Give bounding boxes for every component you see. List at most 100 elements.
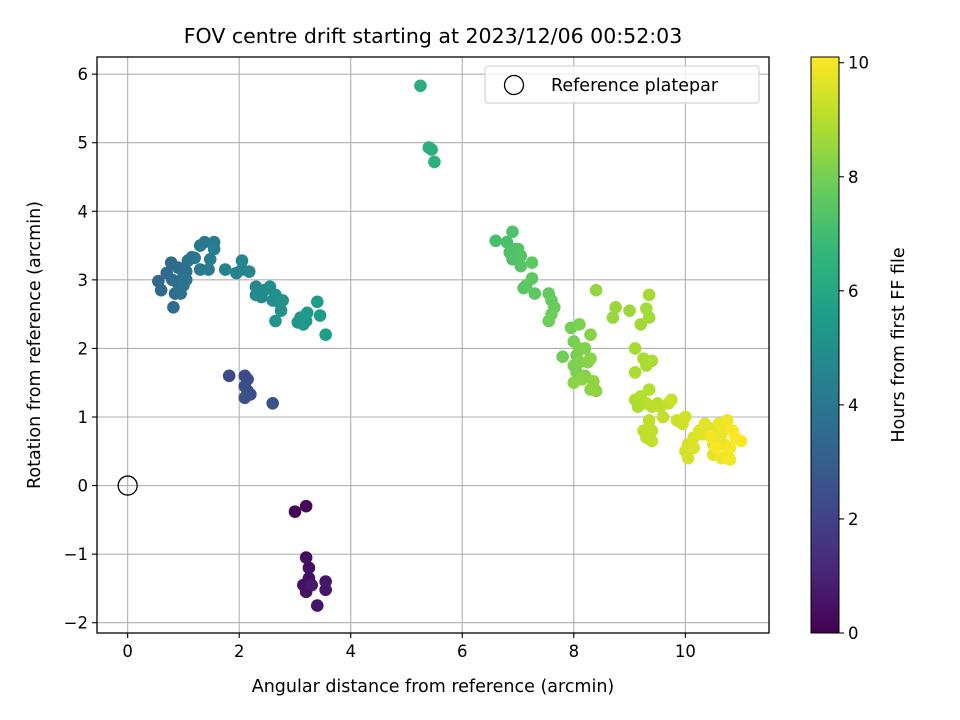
data-point <box>276 294 290 307</box>
colorbar-tick-label: 0 <box>848 624 859 643</box>
data-point <box>679 410 692 424</box>
x-tick-label: 10 <box>675 642 696 661</box>
x-axis-label: Angular distance from reference (arcmin) <box>252 677 615 697</box>
colorbar-tick-label: 10 <box>848 54 869 73</box>
x-axis-ticks: 0 2 4 6 8 10 <box>122 633 696 661</box>
data-point <box>202 263 215 276</box>
legend-label: Reference platepar <box>551 76 719 96</box>
data-point <box>313 309 327 322</box>
data-point <box>723 441 737 455</box>
y-tick-label: 3 <box>78 271 89 290</box>
colorbar-tick-label: 2 <box>848 510 859 529</box>
data-point <box>584 328 597 342</box>
x-tick-label: 0 <box>122 642 133 661</box>
data-point <box>203 252 217 266</box>
data-point <box>642 288 656 302</box>
data-point <box>556 350 569 363</box>
data-point <box>723 453 737 466</box>
data-point <box>587 375 600 388</box>
y-axis-ticks: −2 −1 0 1 2 3 4 5 6 <box>64 65 97 633</box>
data-point <box>642 311 656 324</box>
y-tick-label: 2 <box>78 339 89 358</box>
data-point <box>179 273 193 287</box>
data-point <box>642 414 656 427</box>
data-point <box>269 314 282 328</box>
data-point <box>528 287 542 300</box>
colorbar-tick-label: 4 <box>848 396 859 415</box>
y-tick-label: 0 <box>78 477 89 496</box>
colorbar-label: Hours from first FF file <box>889 247 909 442</box>
data-point <box>319 328 332 342</box>
data-point <box>218 263 232 276</box>
y-axis-label: Rotation from reference (arcmin) <box>25 201 45 489</box>
colorbar-tick-label: 8 <box>848 168 859 187</box>
data-point <box>198 235 211 249</box>
data-point <box>428 155 441 169</box>
data-point <box>299 551 313 564</box>
data-point <box>167 300 180 314</box>
data-point <box>704 429 717 443</box>
data-point <box>656 410 670 424</box>
plot-frame <box>96 56 770 634</box>
data-point <box>188 251 201 265</box>
data-point <box>606 311 620 324</box>
data-point <box>514 249 528 263</box>
data-point <box>609 300 622 314</box>
data-point <box>628 366 642 379</box>
data-point <box>642 383 656 396</box>
x-tick-label: 6 <box>457 642 468 661</box>
data-point <box>242 265 256 278</box>
data-point <box>514 259 528 273</box>
x-tick-label: 2 <box>234 642 245 661</box>
data-point <box>300 306 314 320</box>
x-tick-label: 4 <box>345 642 356 661</box>
y-tick-label: 5 <box>78 134 89 153</box>
data-point <box>623 304 636 318</box>
data-point <box>302 561 316 575</box>
chart-title: FOV centre drift starting at 2023/12/06 … <box>184 24 683 48</box>
data-point <box>573 318 586 331</box>
data-point <box>425 143 438 156</box>
legend-reference-marker <box>503 74 525 96</box>
data-point <box>575 372 589 386</box>
data-point <box>489 234 503 248</box>
data-point <box>266 396 279 410</box>
data-point <box>506 225 519 239</box>
y-tick-label: −2 <box>64 614 88 633</box>
data-point <box>525 272 539 285</box>
data-point <box>310 295 324 309</box>
data-point <box>319 583 332 597</box>
data-point <box>589 283 603 297</box>
data-point <box>681 451 695 465</box>
y-tick-label: 6 <box>78 65 89 84</box>
data-point <box>235 254 249 267</box>
data-point <box>645 434 659 448</box>
data-point <box>542 314 556 328</box>
y-tick-label: 1 <box>78 408 89 427</box>
data-points <box>152 79 748 612</box>
data-point <box>628 342 642 355</box>
colorbar <box>810 56 840 634</box>
data-point <box>584 352 597 366</box>
legend: Reference platepar <box>484 65 760 104</box>
data-point <box>310 599 324 612</box>
data-point <box>154 283 168 297</box>
data-point <box>634 318 648 331</box>
data-point <box>414 79 427 93</box>
data-point <box>274 304 288 318</box>
data-point <box>299 499 313 513</box>
y-tick-label: 4 <box>78 202 89 221</box>
reference-marker-layer <box>117 475 138 496</box>
data-point <box>589 384 603 398</box>
data-point <box>720 414 734 427</box>
data-point <box>222 369 236 383</box>
data-point <box>238 391 252 405</box>
data-point <box>305 578 319 592</box>
data-point <box>645 354 659 368</box>
data-point <box>288 505 302 518</box>
data-point <box>665 393 678 407</box>
colorbar-tick-label: 6 <box>848 282 859 301</box>
data-point <box>207 242 221 256</box>
data-point <box>709 441 723 455</box>
